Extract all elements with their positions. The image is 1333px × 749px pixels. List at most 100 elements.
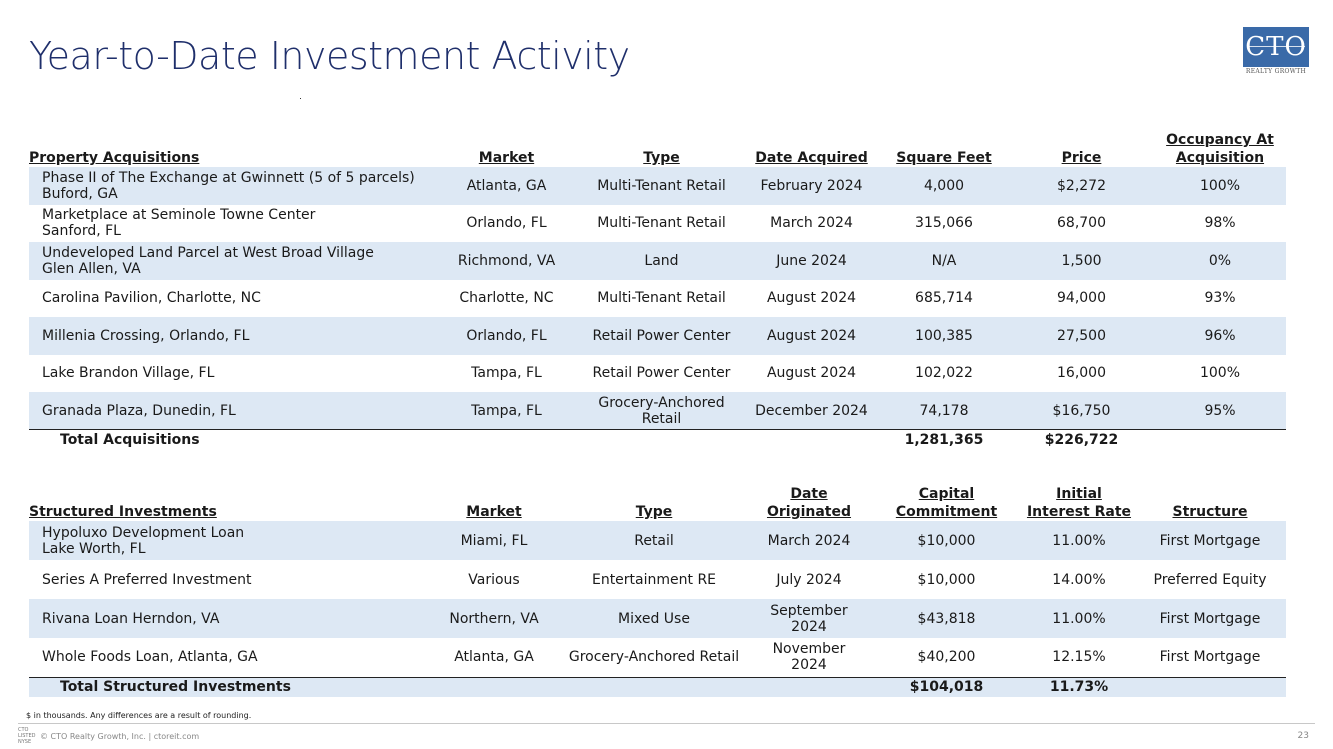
acq-property-name: Phase II of The Exchange at Gwinnett (5 … <box>29 167 434 205</box>
acq-sqft: 74,178 <box>879 392 1009 430</box>
si-investment-name: Series A Preferred Investment <box>29 560 429 599</box>
acq-date: August 2024 <box>766 290 857 307</box>
acq-occupancy: 100% <box>1154 167 1286 205</box>
acq-date: August 2024 <box>744 317 879 355</box>
si-structure: First Mortgage <box>1134 521 1286 560</box>
acq-property-name-line1: Millenia Crossing, Orlando, FL <box>42 327 250 344</box>
si-header-rate-line1: Initial <box>1056 486 1102 502</box>
acquisition-row: Granada Plaza, Dunedin, FL Tampa, FL Groce… <box>29 392 1286 430</box>
footer-logo-line1: CTO <box>18 727 29 733</box>
acq-price: 1,500 <box>1009 242 1154 280</box>
acq-date: February 2024 <box>744 167 879 205</box>
si-commitment: $10,000 <box>869 521 1024 560</box>
si-investment-name-line1: Rivana Loan Herndon, VA <box>42 610 220 627</box>
acq-price: 16,000 <box>1057 365 1106 382</box>
acq-property-name-line2: Buford, GA <box>42 185 118 202</box>
acq-date: June 2024 <box>744 242 879 280</box>
si-type: Mixed Use <box>559 599 749 638</box>
acq-price: 94,000 <box>1057 290 1106 307</box>
acq-type-line2: Retail <box>641 410 682 427</box>
acq-date: December 2024 <box>744 392 879 430</box>
acq-property-name-line2: Sanford, FL <box>42 223 121 240</box>
footer-divider <box>18 723 1315 724</box>
acq-property-name-line1: Phase II of The Exchange at Gwinnett (5 … <box>42 169 415 186</box>
acq-property-name: Carolina Pavilion, Charlotte, NC <box>29 280 434 318</box>
acq-property-name: Millenia Crossing, Orlando, FL <box>29 317 434 355</box>
acq-property-name-line1: Undeveloped Land Parcel at West Broad Vi… <box>42 244 374 261</box>
page-title: Year-to-Date Investment Activity <box>29 34 630 78</box>
acq-property-name-line2: Glen Allen, VA <box>42 260 141 277</box>
acq-date: March 2024 <box>770 215 853 232</box>
acq-type-line1: Multi-Tenant Retail <box>597 177 726 194</box>
acq-price: 27,500 <box>1009 317 1154 355</box>
si-date: July 2024 <box>776 571 842 588</box>
acq-header-sqft: Square Feet <box>896 150 992 166</box>
acq-type-line1: Multi-Tenant Retail <box>597 215 726 232</box>
si-commitment: $10,000 <box>917 571 976 588</box>
si-total-row: Total Structured Investments $104,018 11… <box>29 676 1286 697</box>
acq-total-label: Total Acquisitions <box>29 429 434 451</box>
acq-property-name: Undeveloped Land Parcel at West Broad Vi… <box>29 242 434 280</box>
footer-logo-line2: LISTED <box>18 733 36 739</box>
acq-header-type: Type <box>643 150 680 166</box>
si-market: Miami, FL <box>429 521 559 560</box>
si-header-rate-line2: Interest Rate <box>1026 504 1132 520</box>
acq-type: Multi-Tenant Retail <box>579 167 744 205</box>
acq-type-line1: Retail Power Center <box>592 327 731 344</box>
acq-occupancy: 98% <box>1204 215 1236 232</box>
acq-property-name: Marketplace at Seminole Towne Center Sanf… <box>29 205 434 243</box>
si-market: Various <box>468 571 520 588</box>
structured-investments-table: Structured Investments Market Type Date … <box>29 462 1286 697</box>
acq-type-line1: Retail Power Center <box>592 365 731 382</box>
si-structure: First Mortgage <box>1159 649 1261 666</box>
si-header-date: Date Originated <box>766 486 852 520</box>
si-date: March 2024 <box>749 521 869 560</box>
acq-header-price: Price <box>1061 150 1102 166</box>
page-number: 23 <box>1297 731 1309 741</box>
si-rate: 11.00% <box>1024 599 1134 638</box>
footnote: $ in thousands. Any differences are a re… <box>26 711 252 720</box>
si-type: Entertainment RE <box>591 571 717 588</box>
acq-total-row: Total Acquisitions 1,281,365 $226,722 <box>29 429 1286 451</box>
si-date: September 2024 <box>749 599 869 638</box>
acq-sqft: 100,385 <box>879 317 1009 355</box>
si-type: Retail <box>559 521 749 560</box>
si-header-commitment-line1: Capital <box>918 486 975 502</box>
acq-total-price: $226,722 <box>1009 429 1154 451</box>
si-header-type: Type <box>635 504 673 520</box>
acq-type: Multi-Tenant Retail <box>579 280 744 318</box>
acquisition-row: Millenia Crossing, Orlando, FL Orlando, F… <box>29 317 1286 355</box>
acq-header-market: Market <box>478 150 535 166</box>
acq-header-occupancy-line2: Acquisition <box>1175 150 1265 166</box>
acq-price: 68,700 <box>1057 215 1106 232</box>
acq-property-name-line1: Lake Brandon Village, FL <box>42 365 215 382</box>
acq-type: Grocery-Anchored Retail <box>579 392 744 430</box>
acq-type: Multi-Tenant Retail <box>579 205 744 243</box>
acq-type-line1: Multi-Tenant Retail <box>597 290 726 307</box>
structured-investment-row: Rivana Loan Herndon, VA Northern, VA Mixed… <box>29 599 1286 638</box>
acq-property-name-line1: Marketplace at Seminole Towne Center <box>42 207 316 224</box>
footer-logo-line3: NYSE <box>18 739 32 745</box>
acq-sqft: 4,000 <box>879 167 1009 205</box>
acq-header-occupancy: Occupancy At Acquisition <box>1154 110 1286 167</box>
acq-occupancy: 96% <box>1154 317 1286 355</box>
acq-price: $16,750 <box>1009 392 1154 430</box>
si-total-label: Total Structured Investments <box>29 676 429 697</box>
acquisition-row: Undeveloped Land Parcel at West Broad Vi… <box>29 242 1286 280</box>
acq-property-name: Lake Brandon Village, FL <box>29 355 434 393</box>
acq-property-name-line1: Carolina Pavilion, Charlotte, NC <box>42 290 261 307</box>
si-rate: 11.00% <box>1024 521 1134 560</box>
acq-market: Orlando, FL <box>434 317 579 355</box>
si-investment-name: Hypoluxo Development Loan Lake Worth, FL <box>29 521 429 560</box>
company-logo: CTO REALTY GROWTH <box>1243 27 1309 77</box>
footer-copyright: © CTO Realty Growth, Inc. | ctoreit.com <box>40 732 200 741</box>
acq-type-line1: Grocery-Anchored <box>598 394 725 411</box>
acq-market: Atlanta, GA <box>434 167 579 205</box>
si-header-name: Structured Investments <box>29 504 217 520</box>
acq-sqft: 315,066 <box>915 215 973 232</box>
acq-price: $2,272 <box>1009 167 1154 205</box>
acq-market: Richmond, VA <box>434 242 579 280</box>
si-investment-name: Whole Foods Loan, Atlanta, GA <box>29 638 429 677</box>
si-total-commitment: $104,018 <box>869 676 1024 697</box>
si-header-commitment: Capital Commitment <box>869 462 1024 521</box>
